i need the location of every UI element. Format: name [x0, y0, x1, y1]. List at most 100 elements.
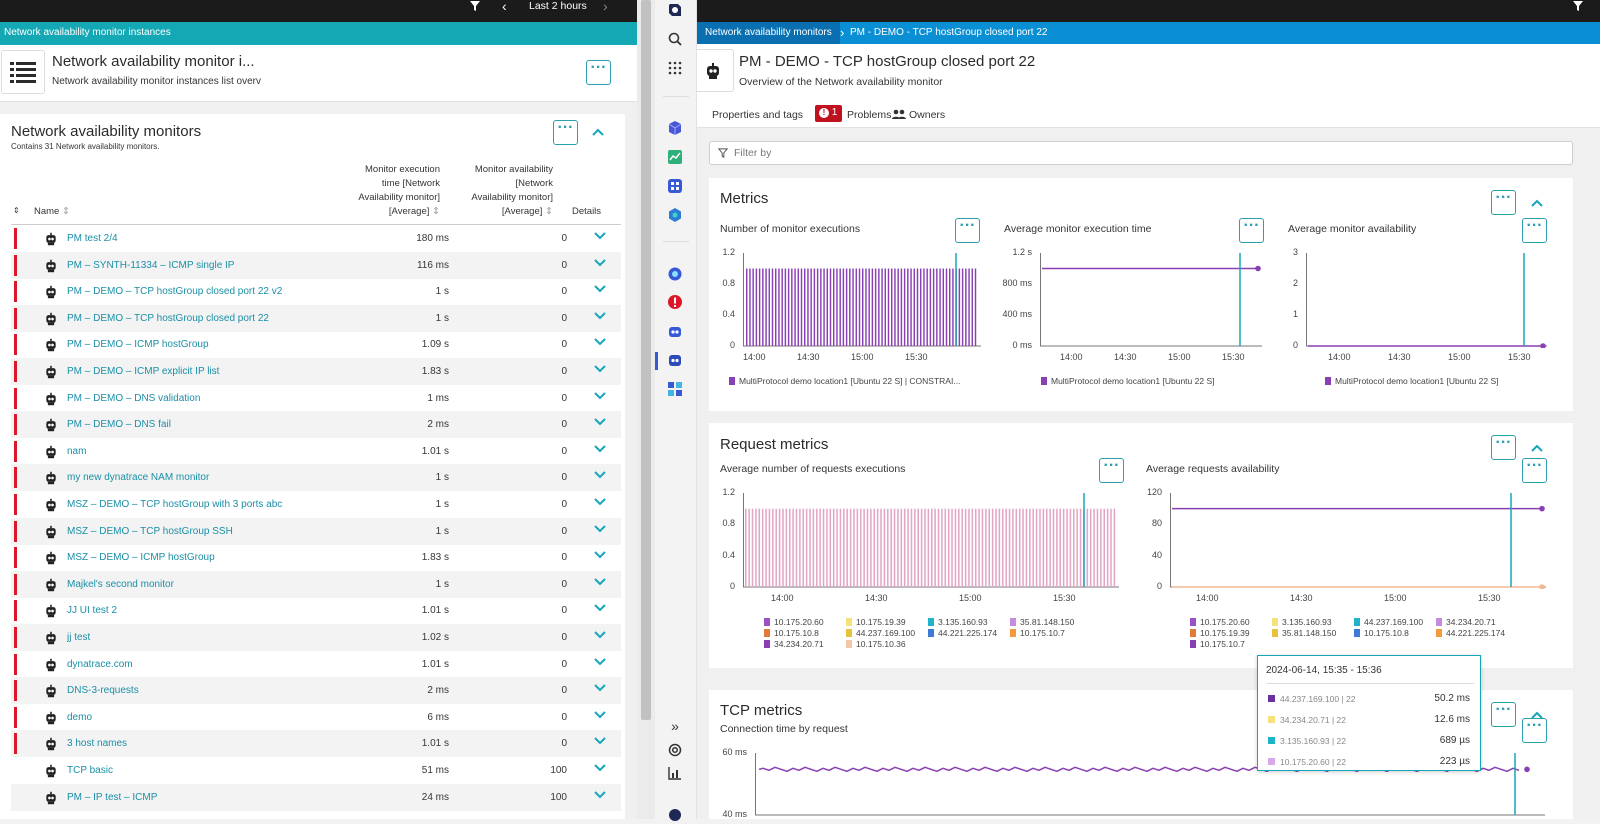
monitor-name-link[interactable]: demo [67, 711, 93, 723]
expand-details-icon[interactable] [594, 524, 606, 536]
time-range-label[interactable]: Last 2 hours [529, 0, 587, 12]
legend-item[interactable]: 10.175.10.7 [1190, 639, 1245, 649]
more-options-button[interactable]: ··· [586, 60, 611, 85]
scrollbar-thumb[interactable] [641, 0, 651, 720]
legend-item[interactable]: 44.221.225.174 [928, 628, 997, 638]
legend-item[interactable]: 10.175.10.7 [1010, 628, 1065, 638]
expand-details-icon[interactable] [594, 604, 606, 615]
legend-item[interactable]: 10.175.10.8 [1354, 628, 1409, 638]
monitor-name-link[interactable]: PM test 2/4 [67, 233, 118, 244]
breadcrumb[interactable]: Network availability monitor instances [0, 22, 637, 45]
problems-badge[interactable]: ! 1 [815, 105, 842, 122]
section-options-button[interactable]: ··· [1491, 702, 1516, 727]
sort-icon[interactable]: ⇕ [13, 206, 20, 215]
monitor-name-link[interactable]: MSZ – DEMO – TCP hostGroup SSH [67, 525, 233, 537]
tab-owners[interactable]: Owners [909, 109, 946, 121]
monitor-name-link[interactable]: PM – DEMO – ICMP explicit IP list [67, 366, 220, 377]
column-header-availability[interactable]: Monitor availability [Network Availability… [471, 164, 553, 217]
hexagon-app-icon[interactable] [666, 206, 684, 224]
expand-details-icon[interactable] [594, 258, 606, 270]
chart-options-button[interactable]: ··· [1239, 218, 1264, 243]
monitor-name-link[interactable]: DNS-3-requests [67, 685, 139, 697]
expand-details-icon[interactable] [594, 445, 606, 456]
monitor-name-link[interactable]: MSZ – DEMO – ICMP hostGroup [67, 552, 215, 564]
legend-item[interactable]: 3.135.160.93 [1272, 617, 1332, 627]
hub-app-icon[interactable] [666, 380, 684, 398]
legend-item[interactable]: MultiProtocol demo location1 [Ubuntu 22 … [729, 376, 960, 386]
legend-item[interactable]: 34.234.20.71 [1436, 617, 1496, 627]
legend-item[interactable]: 10.175.20.60 [764, 617, 824, 627]
expand-details-icon[interactable] [594, 391, 606, 403]
chart-icon[interactable] [666, 764, 684, 782]
monitor-name-link[interactable]: PM – DEMO – TCP hostGroup closed port 22… [67, 286, 283, 298]
expand-details-icon[interactable] [594, 711, 606, 722]
collapse-icon[interactable] [1531, 199, 1543, 207]
column-header-name[interactable]: Name ⇕ [34, 206, 70, 217]
legend-item[interactable]: 10.175.10.36 [846, 639, 906, 649]
chart-plot-area[interactable] [743, 493, 1123, 589]
legend-item[interactable]: 35.81.148.150 [1010, 617, 1074, 627]
section-options-button[interactable]: ··· [1491, 190, 1516, 215]
breadcrumb-item-monitors[interactable]: Network availability monitors [697, 22, 840, 44]
legend-item[interactable]: 10.175.19.39 [1190, 628, 1250, 638]
expand-details-icon[interactable] [594, 338, 606, 349]
legend-item[interactable]: 10.175.20.60 [1190, 617, 1250, 627]
monitor-name-link[interactable]: nam [67, 445, 87, 457]
monitor-name-link[interactable]: PM – DEMO – DNS validation [67, 392, 201, 404]
monitor-name-link[interactable]: my new dynatrace NAM monitor [67, 472, 210, 484]
monitor-name-link[interactable]: dynatrace.com [67, 658, 133, 670]
tab-problems[interactable]: Problems [847, 109, 892, 121]
chart-options-button[interactable]: ··· [1522, 218, 1547, 243]
chart-plot-area[interactable] [1306, 253, 1551, 348]
apps-grid-icon[interactable] [666, 59, 684, 77]
monitor-name-link[interactable]: TCP basic [67, 765, 113, 776]
expand-details-icon[interactable] [594, 657, 606, 669]
monitor-name-link[interactable]: 3 host names [67, 738, 128, 750]
robot-app-icon[interactable] [666, 322, 684, 340]
support-icon[interactable] [666, 741, 684, 759]
monitor-name-link[interactable]: PM – SYNTH-11334 – ICMP single IP [67, 259, 235, 271]
chart-plot-area[interactable] [1040, 253, 1266, 348]
expand-details-icon[interactable] [594, 232, 606, 243]
collapse-icon[interactable] [592, 128, 604, 136]
dynatrace-logo-icon[interactable] [666, 1, 684, 19]
dashboard-app-icon[interactable] [666, 148, 684, 166]
column-header-time[interactable]: Monitor execution time [Network Availabili… [358, 164, 440, 217]
collapse-icon[interactable] [1531, 711, 1543, 719]
chevron-right-icon[interactable]: › [603, 0, 608, 14]
monitor-name-link[interactable]: PM – IP test – ICMP [67, 791, 158, 803]
cube-app-icon[interactable] [666, 119, 684, 137]
problems-app-icon[interactable] [666, 293, 684, 311]
chart-plot-area[interactable] [1170, 493, 1550, 589]
monitor-name-link[interactable]: MSZ – DEMO – TCP hostGroup with 3 ports … [67, 499, 283, 510]
chevron-left-icon[interactable]: ‹ [502, 0, 507, 14]
legend-item[interactable]: 44.221.225.174 [1436, 628, 1505, 638]
collapse-icon[interactable] [1531, 444, 1543, 452]
expand-details-icon[interactable] [594, 790, 606, 802]
expand-details-icon[interactable] [594, 285, 606, 296]
expand-details-icon[interactable] [594, 578, 606, 589]
filter-input[interactable]: Filter by [709, 141, 1573, 165]
chart-options-button[interactable]: ··· [1522, 718, 1547, 743]
legend-item[interactable]: 3.135.160.93 [928, 617, 988, 627]
monitor-name-link[interactable]: Majkel's second monitor [67, 578, 174, 590]
legend-item[interactable]: 44.237.169.100 [846, 628, 915, 638]
chart-options-button[interactable]: ··· [955, 218, 980, 243]
legend-item[interactable]: 34.234.20.71 [764, 639, 824, 649]
expand-details-icon[interactable] [594, 312, 606, 323]
legend-item[interactable]: 44.237.169.100 [1354, 617, 1423, 627]
legend-item[interactable]: 10.175.19.39 [846, 617, 906, 627]
chart-options-button[interactable]: ··· [1099, 458, 1124, 483]
user-icon[interactable] [666, 806, 684, 824]
legend-item[interactable]: 10.175.10.8 [764, 628, 819, 638]
monitor-name-link[interactable]: PM – DEMO – TCP hostGroup closed port 22 [67, 312, 269, 324]
expand-details-icon[interactable] [594, 737, 606, 748]
monitor-name-link[interactable]: PM – DEMO – DNS fail [67, 419, 171, 431]
monitor-name-link[interactable]: jj test [67, 632, 91, 643]
expand-details-icon[interactable] [594, 684, 606, 695]
filter-icon[interactable] [1572, 0, 1584, 12]
expand-details-icon[interactable] [594, 365, 606, 376]
monitor-name-link[interactable]: PM – DEMO – ICMP hostGroup [67, 339, 209, 351]
expand-details-icon[interactable] [594, 551, 606, 562]
legend-item[interactable]: 35.81.148.150 [1272, 628, 1336, 638]
